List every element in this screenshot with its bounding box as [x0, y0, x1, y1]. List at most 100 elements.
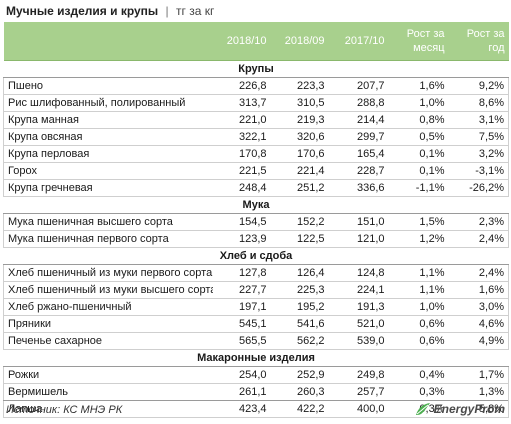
section-row: Макаронные изделия — [3, 349, 509, 367]
value-2018-09-cell: 195,2 — [270, 298, 329, 316]
month-growth-cell: 0,1% — [388, 162, 449, 180]
row-name-cell: Горох — [3, 162, 213, 180]
value-2017-10-cell: 207,7 — [328, 77, 389, 95]
section-title: Мука — [3, 196, 509, 214]
month-growth-cell: 1,5% — [388, 213, 449, 231]
row-name-cell: Крупа овсяная — [3, 128, 213, 146]
value-2017-10-cell: 249,8 — [328, 366, 389, 384]
section-row: Хлеб и сдоба — [3, 247, 509, 265]
row-name-cell: Вермишель — [3, 383, 213, 401]
section-row: Мука — [3, 196, 509, 214]
value-2018-09-cell: 251,2 — [270, 179, 329, 197]
value-2018-10-cell: 227,7 — [212, 281, 271, 299]
header-name-col — [3, 22, 213, 61]
value-2017-10-cell: 165,4 — [328, 145, 389, 163]
section-title: Крупы — [3, 60, 509, 78]
value-2018-09-cell: 225,3 — [270, 281, 329, 299]
table-row: Вермишель 261,1 260,3 257,7 0,3% 1,3% — [3, 383, 509, 401]
table-row: Крупа манная 221,0 219,3 214,4 0,8% 3,1% — [3, 111, 509, 129]
value-2018-10-cell: 221,5 — [212, 162, 271, 180]
table-row: Горох 221,5 221,4 228,7 0,1% -3,1% — [3, 162, 509, 180]
value-2018-10-cell: 170,8 — [212, 145, 271, 163]
row-name-cell: Хлеб пшеничный из муки высшего сорта — [3, 281, 213, 299]
section-row: Крупы — [3, 60, 509, 78]
value-2018-09-cell: 252,9 — [270, 366, 329, 384]
value-2017-10-cell: 257,7 — [328, 383, 389, 401]
title-separator: | — [165, 4, 169, 18]
value-2017-10-cell: 224,1 — [328, 281, 389, 299]
value-2017-10-cell: 228,7 — [328, 162, 389, 180]
source-note: Источник: КС МНЭ РК — [6, 404, 123, 416]
year-growth-cell: 5,8% — [448, 400, 509, 418]
value-2017-10-cell: 299,7 — [328, 128, 389, 146]
value-2018-10-cell: 248,4 — [212, 179, 271, 197]
price-table: 2018/10 2018/09 2017/10 Рост за месяц Ро… — [3, 22, 509, 418]
table-row: Мука пшеничная первого сорта 123,9 122,5 12… — [3, 230, 509, 248]
value-2017-10-cell: 121,0 — [328, 230, 389, 248]
value-2018-10-cell: 197,1 — [212, 298, 271, 316]
value-2018-09-cell: 320,6 — [270, 128, 329, 146]
value-2018-09-cell: 422,2 — [270, 400, 329, 418]
value-2018-09-cell: 562,2 — [270, 332, 329, 350]
value-2018-09-cell: 122,5 — [270, 230, 329, 248]
leaf-logo-icon — [415, 403, 430, 415]
month-growth-cell: 1,0% — [388, 298, 449, 316]
month-growth-cell: 1,1% — [388, 281, 449, 299]
month-growth-cell: 0,1% — [388, 145, 449, 163]
row-name-cell: Крупа перловая — [3, 145, 213, 163]
header-col-year-growth: Рост за год — [448, 22, 509, 61]
value-2018-10-cell: 261,1 — [212, 383, 271, 401]
month-growth-cell: 1,2% — [388, 230, 449, 248]
year-growth-cell: 2,4% — [448, 264, 509, 282]
year-growth-cell: 2,4% — [448, 230, 509, 248]
table-row: Лапша 423,4 422,2 400,0 0,3% 5,8% — [3, 400, 509, 418]
value-2017-10-cell: 124,8 — [328, 264, 389, 282]
value-2018-10-cell: 254,0 — [212, 366, 271, 384]
table-row: Пряники 545,1 541,6 521,0 0,6% 4,6% — [3, 315, 509, 333]
title-text: Мучные изделия и крупы — [6, 4, 159, 18]
month-growth-cell: 0,4% — [388, 366, 449, 384]
row-name-cell: Лапша — [3, 400, 213, 418]
row-name-cell: Хлеб ржано-пшеничный — [3, 298, 213, 316]
year-growth-cell: 4,9% — [448, 332, 509, 350]
value-2017-10-cell: 191,3 — [328, 298, 389, 316]
year-growth-cell: 9,2% — [448, 77, 509, 95]
table-row: Хлеб ржано-пшеничный 197,1 195,2 191,3 1,0% 3… — [3, 298, 509, 316]
logo-text: EnergyProm — [433, 402, 505, 416]
header-col-2018-09: 2018/09 — [270, 22, 329, 61]
value-2018-10-cell: 565,5 — [212, 332, 271, 350]
table-row: Хлеб пшеничный из муки высшего сорта 227,… — [3, 281, 509, 299]
table-row: Хлеб пшеничный из муки первого сорта 127,… — [3, 264, 509, 282]
value-2018-10-cell: 154,5 — [212, 213, 271, 231]
table-row: Рис шлифованный, полированный 313,7 310,5 2… — [3, 94, 509, 112]
row-name-cell: Мука пшеничная высшего сорта — [3, 213, 213, 231]
table-row: Рожки 254,0 252,9 249,8 0,4% 1,7% — [3, 366, 509, 384]
value-2018-10-cell: 123,9 — [212, 230, 271, 248]
row-name-cell: Мука пшеничная первого сорта — [3, 230, 213, 248]
month-growth-cell: 0,3% — [388, 383, 449, 401]
month-growth-cell: 0,5% — [388, 128, 449, 146]
table-body: Крупы Пшено 226,8 223,3 207,7 1,6% 9,2% Рис шли… — [3, 60, 509, 418]
year-growth-cell: 8,6% — [448, 94, 509, 112]
value-2018-10-cell: 221,0 — [212, 111, 271, 129]
section-title: Макаронные изделия — [3, 349, 509, 367]
value-2018-10-cell: 322,1 — [212, 128, 271, 146]
value-2018-09-cell: 152,2 — [270, 213, 329, 231]
header-col-2017-10: 2017/10 — [328, 22, 389, 61]
table-row: Печенье сахарное 565,5 562,2 539,0 0,6% 4,9% — [3, 332, 509, 350]
value-2017-10-cell: 400,0 — [328, 400, 389, 418]
footer-divider — [3, 400, 508, 401]
month-growth-cell: 0,6% — [388, 332, 449, 350]
table-row: Крупа перловая 170,8 170,6 165,4 0,1% 3,2% — [3, 145, 509, 163]
year-growth-cell: 3,2% — [448, 145, 509, 163]
value-2017-10-cell: 336,6 — [328, 179, 389, 197]
value-2018-10-cell: 127,8 — [212, 264, 271, 282]
value-2018-10-cell: 423,4 — [212, 400, 271, 418]
table-row: Крупа гречневая 248,4 251,2 336,6 -1,1% -26,2… — [3, 179, 509, 197]
year-growth-cell: 1,6% — [448, 281, 509, 299]
value-2017-10-cell: 288,8 — [328, 94, 389, 112]
table-title: Мучные изделия и крупы | тг за кг — [6, 4, 214, 18]
year-growth-cell: 7,5% — [448, 128, 509, 146]
value-2017-10-cell: 539,0 — [328, 332, 389, 350]
